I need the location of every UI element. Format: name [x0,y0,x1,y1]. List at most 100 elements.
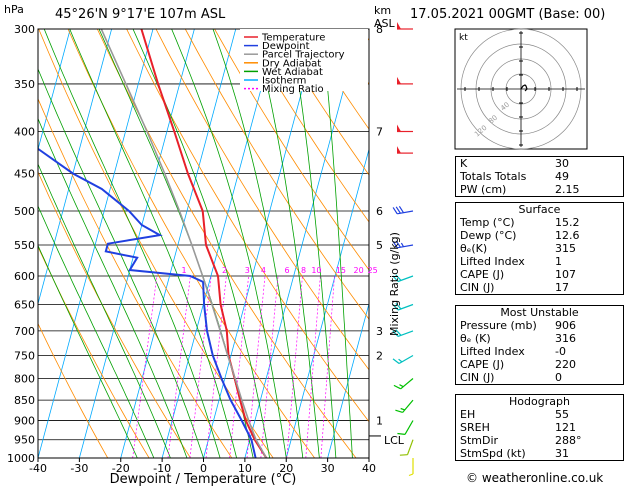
mixing-ratio-axis-label: Mixing Ratio (g/kg) [388,232,401,336]
datetime-label: 17.05.2021 00GMT (Base: 00) [410,7,606,22]
isotherm-line [38,29,154,458]
most-unstable-label: θₑ (K) [460,332,491,345]
mixing-ratio-line [229,275,249,458]
mixing-ratio-line [205,275,227,458]
hodograph-stat-value: 31 [555,447,569,460]
wind-barb-feather [392,207,398,215]
hodograph-stat-value: 288° [555,434,582,447]
wind-barb-staff [402,399,414,413]
surface-value: 1 [555,255,562,268]
dry-adiabat-line [96,29,357,458]
y-tick-label: 750 [14,349,35,362]
mixing-ratio-label: 8 [301,266,306,275]
wet-adiabat-line [171,29,287,458]
isotherm-line [244,29,361,458]
footer-credit: © weatheronline.co.uk [466,471,604,485]
table-row: Lifted Index 1 [456,255,623,268]
x-tick-label: 40 [362,462,376,475]
x-axis-label: Dewpoint / Temperature (°C) [110,472,297,486]
wind-barb-half-feather [400,407,405,411]
wind-barb-pennant [397,22,401,29]
mixing-ratio-line [189,275,212,458]
dry-adiabat-line [38,245,150,458]
y-tick-label: 1000 [7,452,35,465]
legend-label: Parcel Trajectory [262,50,345,61]
table-row: StmDir 288° [456,434,623,447]
wind-barb [392,240,414,249]
wet-adiabat-line [38,244,138,458]
wind-barb-feather [399,454,408,456]
mixing-ratio-line [320,275,335,458]
surface-title: Surface [518,203,561,216]
km-tick-label: 6 [376,205,383,218]
table-row: SREH 121 [456,421,623,434]
legend-label: Dewpoint [262,41,310,52]
wind-barb-feather [395,329,402,336]
indices-table: K 30 Totals Totals 49 PW (cm) 2.15 [456,157,623,196]
wind-barb-staff [400,378,414,390]
wind-barb [397,124,413,133]
most-unstable-label: Pressure (mb) [460,319,537,332]
mixing-ratio-label: 10 [311,266,321,275]
wind-barb-pennant [397,124,401,132]
table-row: StmSpd (kt) 31 [456,447,623,460]
indices-panel: K 30 Totals Totals 49 PW (cm) 2.15 [455,156,624,197]
most-unstable-value: 220 [555,358,576,371]
y-tick-label: 700 [14,325,35,338]
wind-barb-feather [395,274,402,281]
hodograph-stats-table: EH 55 SREH 121 StmDir 288° StmSpd (kt) 31 [456,408,623,460]
mixing-ratio-label: 2 [222,266,227,275]
wet-adiabat-line [43,29,221,458]
y-tick-label: 800 [14,372,35,385]
table-row: Lifted Index -0 [456,345,623,358]
table-row: PW (cm) 2.15 [456,183,623,196]
dry-adiabat-line [272,29,369,176]
dry-adiabat-line [155,29,369,371]
wind-barbs [392,22,414,477]
hodograph-stat-label: StmDir [460,434,499,447]
legend-label: Wet Adiabat [262,67,323,78]
x-tick-label: -10 [153,462,171,475]
y-unit-label: hPa [4,3,24,16]
most-unstable-table: Pressure (mb) 906 θₑ (K) 316 Lifted Index -0 C… [456,319,623,384]
station-title: 45°26'N 9°17'E 107m ASL [55,7,226,22]
table-row: Pressure (mb) 906 [456,319,623,332]
lcl-label: LCL [384,434,405,447]
index-label: PW (cm) [460,183,507,196]
wind-barb [397,420,414,435]
surface-label: CAPE (J) [460,268,505,281]
mixing-ratio-label: 15 [336,266,346,275]
wind-barb [397,22,413,30]
mixing-ratio-line [305,275,321,458]
wet-adiabat-line [38,205,155,458]
table-row: CAPE (J) 220 [456,358,623,371]
wind-barb-staff [406,439,414,455]
wet-adiabat-line [132,29,271,458]
series-line-dewpoint [38,146,257,458]
mixing-ratio-label: 3 [245,266,250,275]
surface-label: Lifted Index [460,255,525,268]
wind-barb [408,458,414,477]
wind-barb [392,354,414,365]
y-tick-label: 400 [14,126,35,139]
hodograph-stat-label: SREH [460,421,490,434]
wind-barb [399,439,414,456]
wind-barb-half-feather [400,242,405,247]
wet-adiabat-line [38,163,171,458]
hodograph-stat-value: 55 [555,408,569,421]
sounding-lines [38,29,268,458]
axes: 1 2 3 4 6 8 10 15 20 2530035040045050055060065070… [7,23,383,475]
hodograph-stats-title: Hodograph [509,395,570,408]
most-unstable-value: 0 [555,371,562,384]
wet-adiabat-line [38,117,188,458]
wind-barb-feather [392,241,398,249]
surface-value: 12.6 [555,229,580,242]
hodograph-trace [520,84,528,92]
most-unstable-label: Lifted Index [460,345,525,358]
hodograph-stat-value: 121 [555,421,576,434]
wind-barb [395,399,414,413]
table-row: θₑ (K) 316 [456,332,623,345]
wind-barb-feather [392,330,399,337]
y-tick-label: 500 [14,205,35,218]
y-tick-label: 850 [14,394,35,407]
